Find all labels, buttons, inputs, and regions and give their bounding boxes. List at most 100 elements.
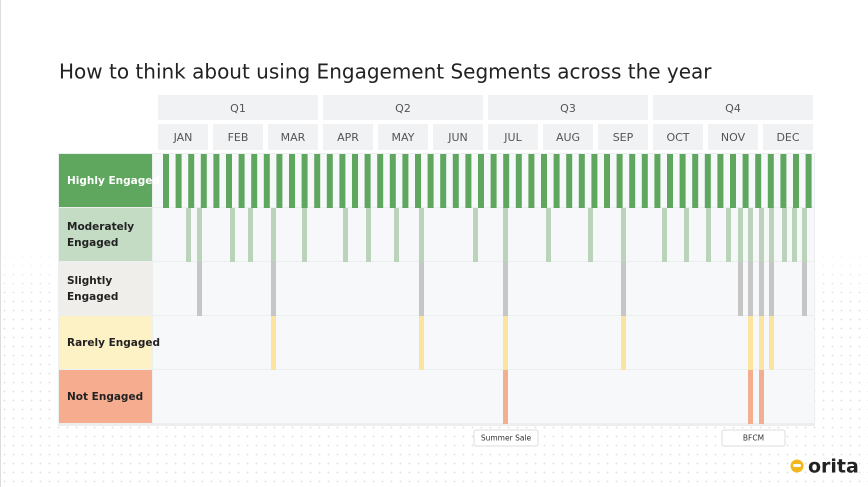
campaign-bar bbox=[566, 154, 573, 208]
campaign-bar bbox=[738, 208, 743, 262]
month-label: FEB bbox=[228, 131, 249, 144]
month-label: MAY bbox=[392, 131, 415, 144]
campaign-bar bbox=[389, 154, 396, 208]
campaign-bar bbox=[377, 154, 384, 208]
campaign-bar bbox=[588, 208, 593, 262]
campaign-bar bbox=[465, 154, 472, 208]
campaign-bar bbox=[276, 154, 283, 208]
campaign-bar bbox=[302, 208, 307, 262]
month-header bbox=[158, 124, 208, 150]
campaign-bar bbox=[546, 208, 551, 262]
segment-label-bg bbox=[59, 370, 152, 423]
month-label: APR bbox=[337, 131, 359, 144]
segment-label-line: Moderately bbox=[67, 221, 134, 233]
campaign-bar bbox=[271, 262, 276, 316]
campaign-bar bbox=[780, 154, 787, 208]
campaign-bar bbox=[352, 154, 358, 208]
campaign-bar bbox=[339, 154, 346, 208]
campaign-bar bbox=[769, 262, 774, 316]
month-label: AUG bbox=[556, 131, 580, 144]
campaign-bar bbox=[578, 154, 585, 208]
campaign-bar bbox=[805, 154, 812, 208]
campaign-bar bbox=[415, 154, 421, 208]
campaign-bar bbox=[394, 208, 399, 262]
campaign-bar bbox=[364, 154, 371, 208]
campaign-bar bbox=[213, 154, 220, 208]
campaign-bar bbox=[503, 154, 510, 208]
campaign-bar bbox=[427, 154, 434, 208]
campaign-bar bbox=[654, 154, 661, 208]
campaign-bar bbox=[402, 154, 409, 208]
month-header bbox=[488, 124, 538, 150]
campaign-bar bbox=[692, 154, 699, 208]
campaign-bar bbox=[767, 154, 774, 208]
campaign-bar bbox=[419, 262, 424, 316]
campaign-bar bbox=[289, 154, 295, 208]
segment-label: Highly Engaged bbox=[67, 175, 160, 187]
month-header bbox=[763, 124, 813, 150]
quarter-header bbox=[653, 95, 813, 120]
month-header bbox=[598, 124, 648, 150]
campaign-bar bbox=[553, 154, 560, 208]
campaign-bar bbox=[200, 154, 207, 208]
segment-label: Moderately Engaged bbox=[67, 221, 134, 249]
month-label: JAN bbox=[173, 131, 193, 144]
campaign-bar bbox=[230, 208, 235, 262]
campaign-bar bbox=[759, 262, 764, 316]
campaign-bar bbox=[730, 154, 736, 208]
campaign-bar bbox=[301, 154, 308, 208]
campaign-bar bbox=[621, 208, 626, 262]
segment-label: Rarely Engaged bbox=[67, 337, 160, 349]
campaign-bar bbox=[802, 208, 807, 262]
campaign-bar bbox=[503, 262, 508, 316]
quarter-label: Q4 bbox=[725, 102, 741, 115]
segment-label-bg bbox=[59, 262, 152, 315]
campaign-bar bbox=[197, 208, 202, 262]
month-header bbox=[653, 124, 703, 150]
campaign-bar bbox=[717, 154, 724, 208]
campaign-bar bbox=[759, 316, 764, 370]
annotation-box bbox=[473, 429, 539, 447]
campaign-bar bbox=[366, 208, 371, 262]
month-header bbox=[323, 124, 373, 150]
campaign-bar bbox=[759, 208, 764, 262]
segment-label: Not Engaged bbox=[67, 391, 143, 403]
campaign-bar bbox=[248, 208, 253, 262]
campaign-bar bbox=[314, 154, 321, 208]
month-header bbox=[433, 124, 483, 150]
campaign-bar bbox=[473, 208, 478, 262]
quarter-header bbox=[323, 95, 483, 120]
campaign-bar bbox=[616, 154, 623, 208]
campaign-bar bbox=[662, 208, 667, 262]
segment-row bbox=[153, 370, 814, 423]
segment-label-line: Engaged bbox=[67, 237, 118, 249]
campaign-bar bbox=[604, 154, 610, 208]
quarter-label: Q2 bbox=[395, 102, 411, 115]
annotation-box bbox=[721, 429, 786, 447]
campaign-bar bbox=[782, 208, 787, 262]
campaign-bar bbox=[343, 208, 348, 262]
campaign-bar bbox=[478, 154, 484, 208]
campaign-bar bbox=[792, 208, 797, 262]
campaign-bar bbox=[742, 154, 749, 208]
segment-row bbox=[153, 208, 814, 261]
campaign-bar bbox=[667, 154, 673, 208]
campaign-bar bbox=[769, 208, 774, 262]
annotation-label: BFCM bbox=[743, 434, 764, 443]
segment-label: Slightly Engaged bbox=[67, 275, 118, 303]
campaign-bar bbox=[726, 208, 731, 262]
campaign-bar bbox=[591, 154, 598, 208]
campaign-bar bbox=[748, 262, 753, 316]
campaign-bar bbox=[163, 154, 169, 208]
quarter-header bbox=[488, 95, 648, 120]
month-label: NOV bbox=[721, 131, 746, 144]
campaign-bar bbox=[748, 370, 753, 424]
month-label: OCT bbox=[666, 131, 689, 144]
campaign-bar bbox=[748, 316, 753, 370]
segment-label-bg bbox=[59, 154, 152, 207]
logo-icon-eye bbox=[793, 464, 801, 467]
campaign-bar bbox=[186, 208, 191, 262]
campaign-bar bbox=[515, 154, 522, 208]
month-header bbox=[543, 124, 593, 150]
